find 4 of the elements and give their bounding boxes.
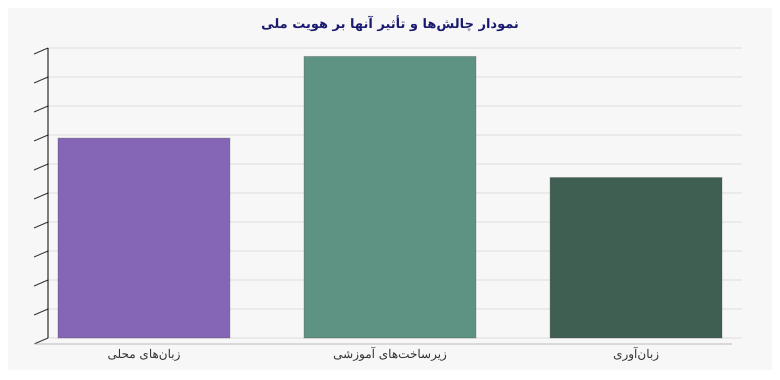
x-tick-label: زبان‌های محلی <box>107 347 181 361</box>
x-tick-label: زیرساخت‌های آموزشی <box>333 346 448 361</box>
x-tick-label: زبان‌آوری <box>613 346 660 361</box>
chart-title: نمودار چالش‌ها و تأثیر آنها بر هویت ملی <box>261 15 519 32</box>
